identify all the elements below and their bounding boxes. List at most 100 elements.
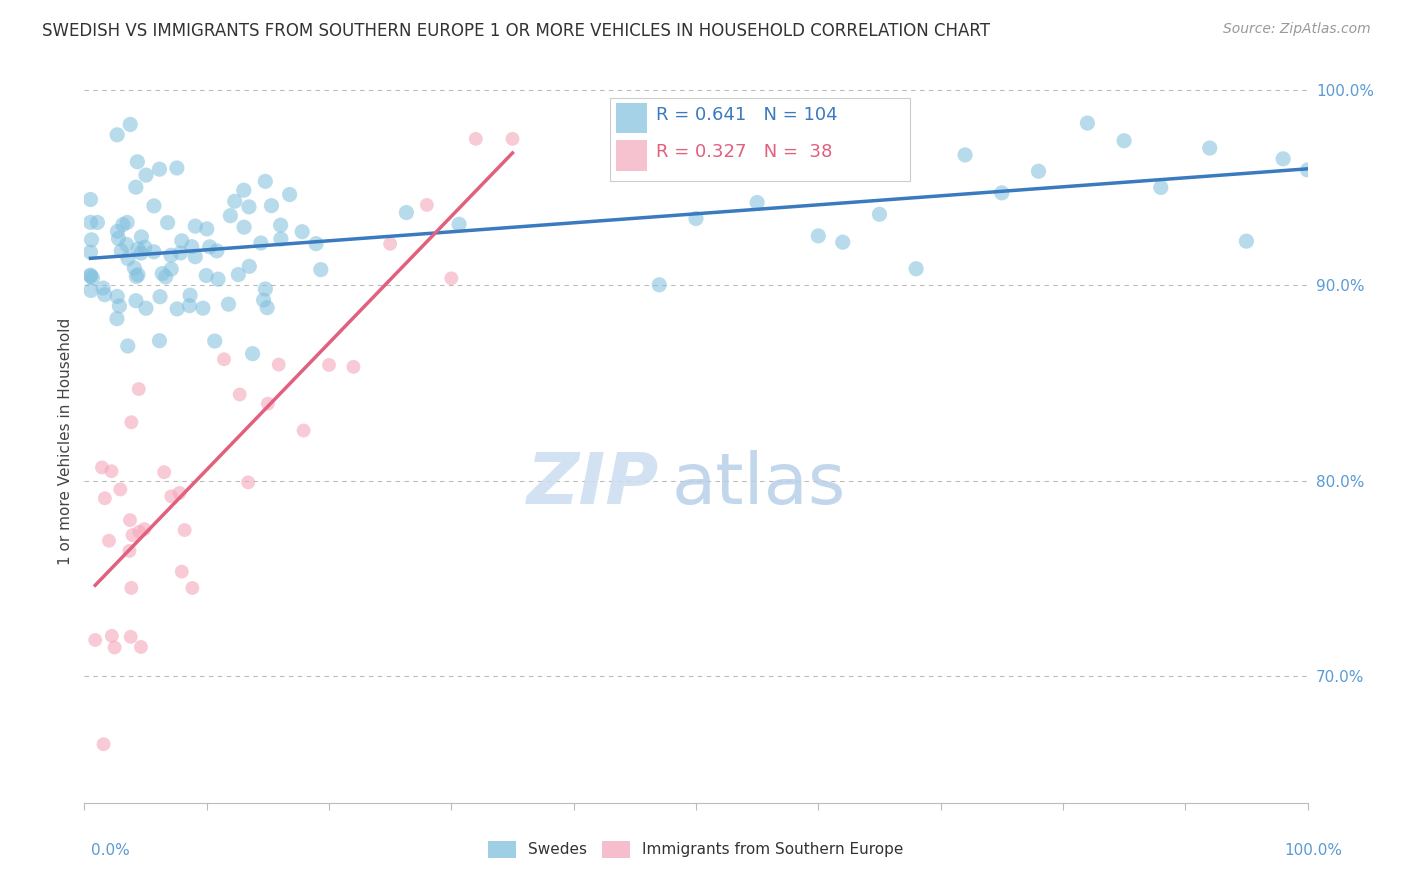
Point: [125, 180, 148, 194]
Point: [79, 215, 101, 229]
Point: [169, 486, 191, 500]
Point: [257, 397, 280, 411]
Point: [869, 207, 891, 221]
Point: [120, 581, 142, 595]
Point: [160, 489, 183, 503]
Point: [305, 236, 328, 251]
Point: [179, 299, 201, 313]
Point: [747, 195, 769, 210]
Point: [160, 248, 183, 262]
Point: [207, 272, 229, 286]
Point: [155, 269, 177, 284]
Point: [195, 222, 218, 236]
Point: [195, 268, 218, 283]
Point: [291, 225, 314, 239]
Point: [395, 205, 418, 219]
Point: [278, 187, 301, 202]
Text: Source: ZipAtlas.com: Source: ZipAtlas.com: [1223, 22, 1371, 37]
Point: [125, 293, 148, 308]
Point: [135, 301, 157, 316]
Point: [82, 270, 104, 285]
Point: [79, 193, 101, 207]
Point: [807, 228, 830, 243]
Point: [198, 240, 221, 254]
Point: [238, 200, 260, 214]
FancyBboxPatch shape: [616, 103, 647, 133]
Point: [149, 290, 172, 304]
Point: [100, 464, 122, 478]
Point: [254, 282, 277, 296]
Point: [224, 194, 246, 209]
Point: [250, 235, 273, 250]
Point: [270, 232, 292, 246]
Point: [905, 261, 928, 276]
Point: [148, 162, 170, 177]
Point: [134, 240, 156, 254]
Point: [180, 240, 202, 254]
Point: [219, 209, 242, 223]
Point: [1296, 163, 1319, 178]
Point: [105, 128, 128, 142]
Text: ZIP: ZIP: [527, 450, 659, 519]
Text: 0.0%: 0.0%: [91, 843, 131, 858]
Point: [447, 217, 470, 231]
Point: [142, 199, 165, 213]
Point: [117, 339, 139, 353]
FancyBboxPatch shape: [616, 140, 647, 170]
Y-axis label: 1 or more Vehicles in Household: 1 or more Vehicles in Household: [58, 318, 73, 566]
Point: [129, 246, 152, 260]
Point: [118, 513, 141, 527]
Point: [256, 301, 278, 315]
Point: [160, 262, 183, 277]
Point: [150, 267, 173, 281]
Point: [117, 252, 139, 266]
Point: [80, 284, 103, 298]
Point: [173, 523, 195, 537]
Point: [148, 334, 170, 348]
Point: [1236, 234, 1258, 248]
Text: 100.0%: 100.0%: [1285, 843, 1343, 858]
Point: [166, 301, 188, 316]
Point: [260, 199, 283, 213]
Point: [127, 242, 149, 256]
Point: [128, 382, 150, 396]
Point: [98, 533, 121, 548]
Point: [236, 475, 259, 490]
Point: [292, 424, 315, 438]
Point: [170, 234, 193, 248]
Point: [1272, 152, 1295, 166]
Point: [184, 219, 207, 233]
Point: [1150, 180, 1173, 194]
Point: [111, 218, 134, 232]
Point: [184, 250, 207, 264]
Point: [120, 415, 142, 429]
Point: [254, 174, 277, 188]
Point: [233, 220, 256, 235]
Point: [252, 293, 274, 307]
Point: [685, 211, 707, 226]
Point: [101, 629, 124, 643]
Point: [648, 277, 671, 292]
Point: [709, 147, 731, 161]
Text: atlas: atlas: [672, 450, 846, 519]
Point: [79, 245, 101, 260]
Point: [238, 260, 260, 274]
Point: [170, 565, 193, 579]
Point: [1114, 134, 1136, 148]
Point: [127, 154, 149, 169]
Point: [179, 288, 201, 302]
Point: [166, 161, 188, 175]
Point: [1076, 116, 1098, 130]
Point: [205, 244, 228, 258]
Point: [124, 260, 146, 275]
Point: [104, 640, 127, 655]
Point: [79, 269, 101, 284]
Point: [464, 132, 486, 146]
Point: [228, 387, 250, 401]
Point: [991, 186, 1014, 200]
Point: [110, 244, 132, 258]
Text: R = 0.641   N = 104: R = 0.641 N = 104: [655, 105, 837, 124]
Point: [110, 483, 132, 497]
Point: [127, 268, 149, 282]
Point: [93, 287, 115, 301]
